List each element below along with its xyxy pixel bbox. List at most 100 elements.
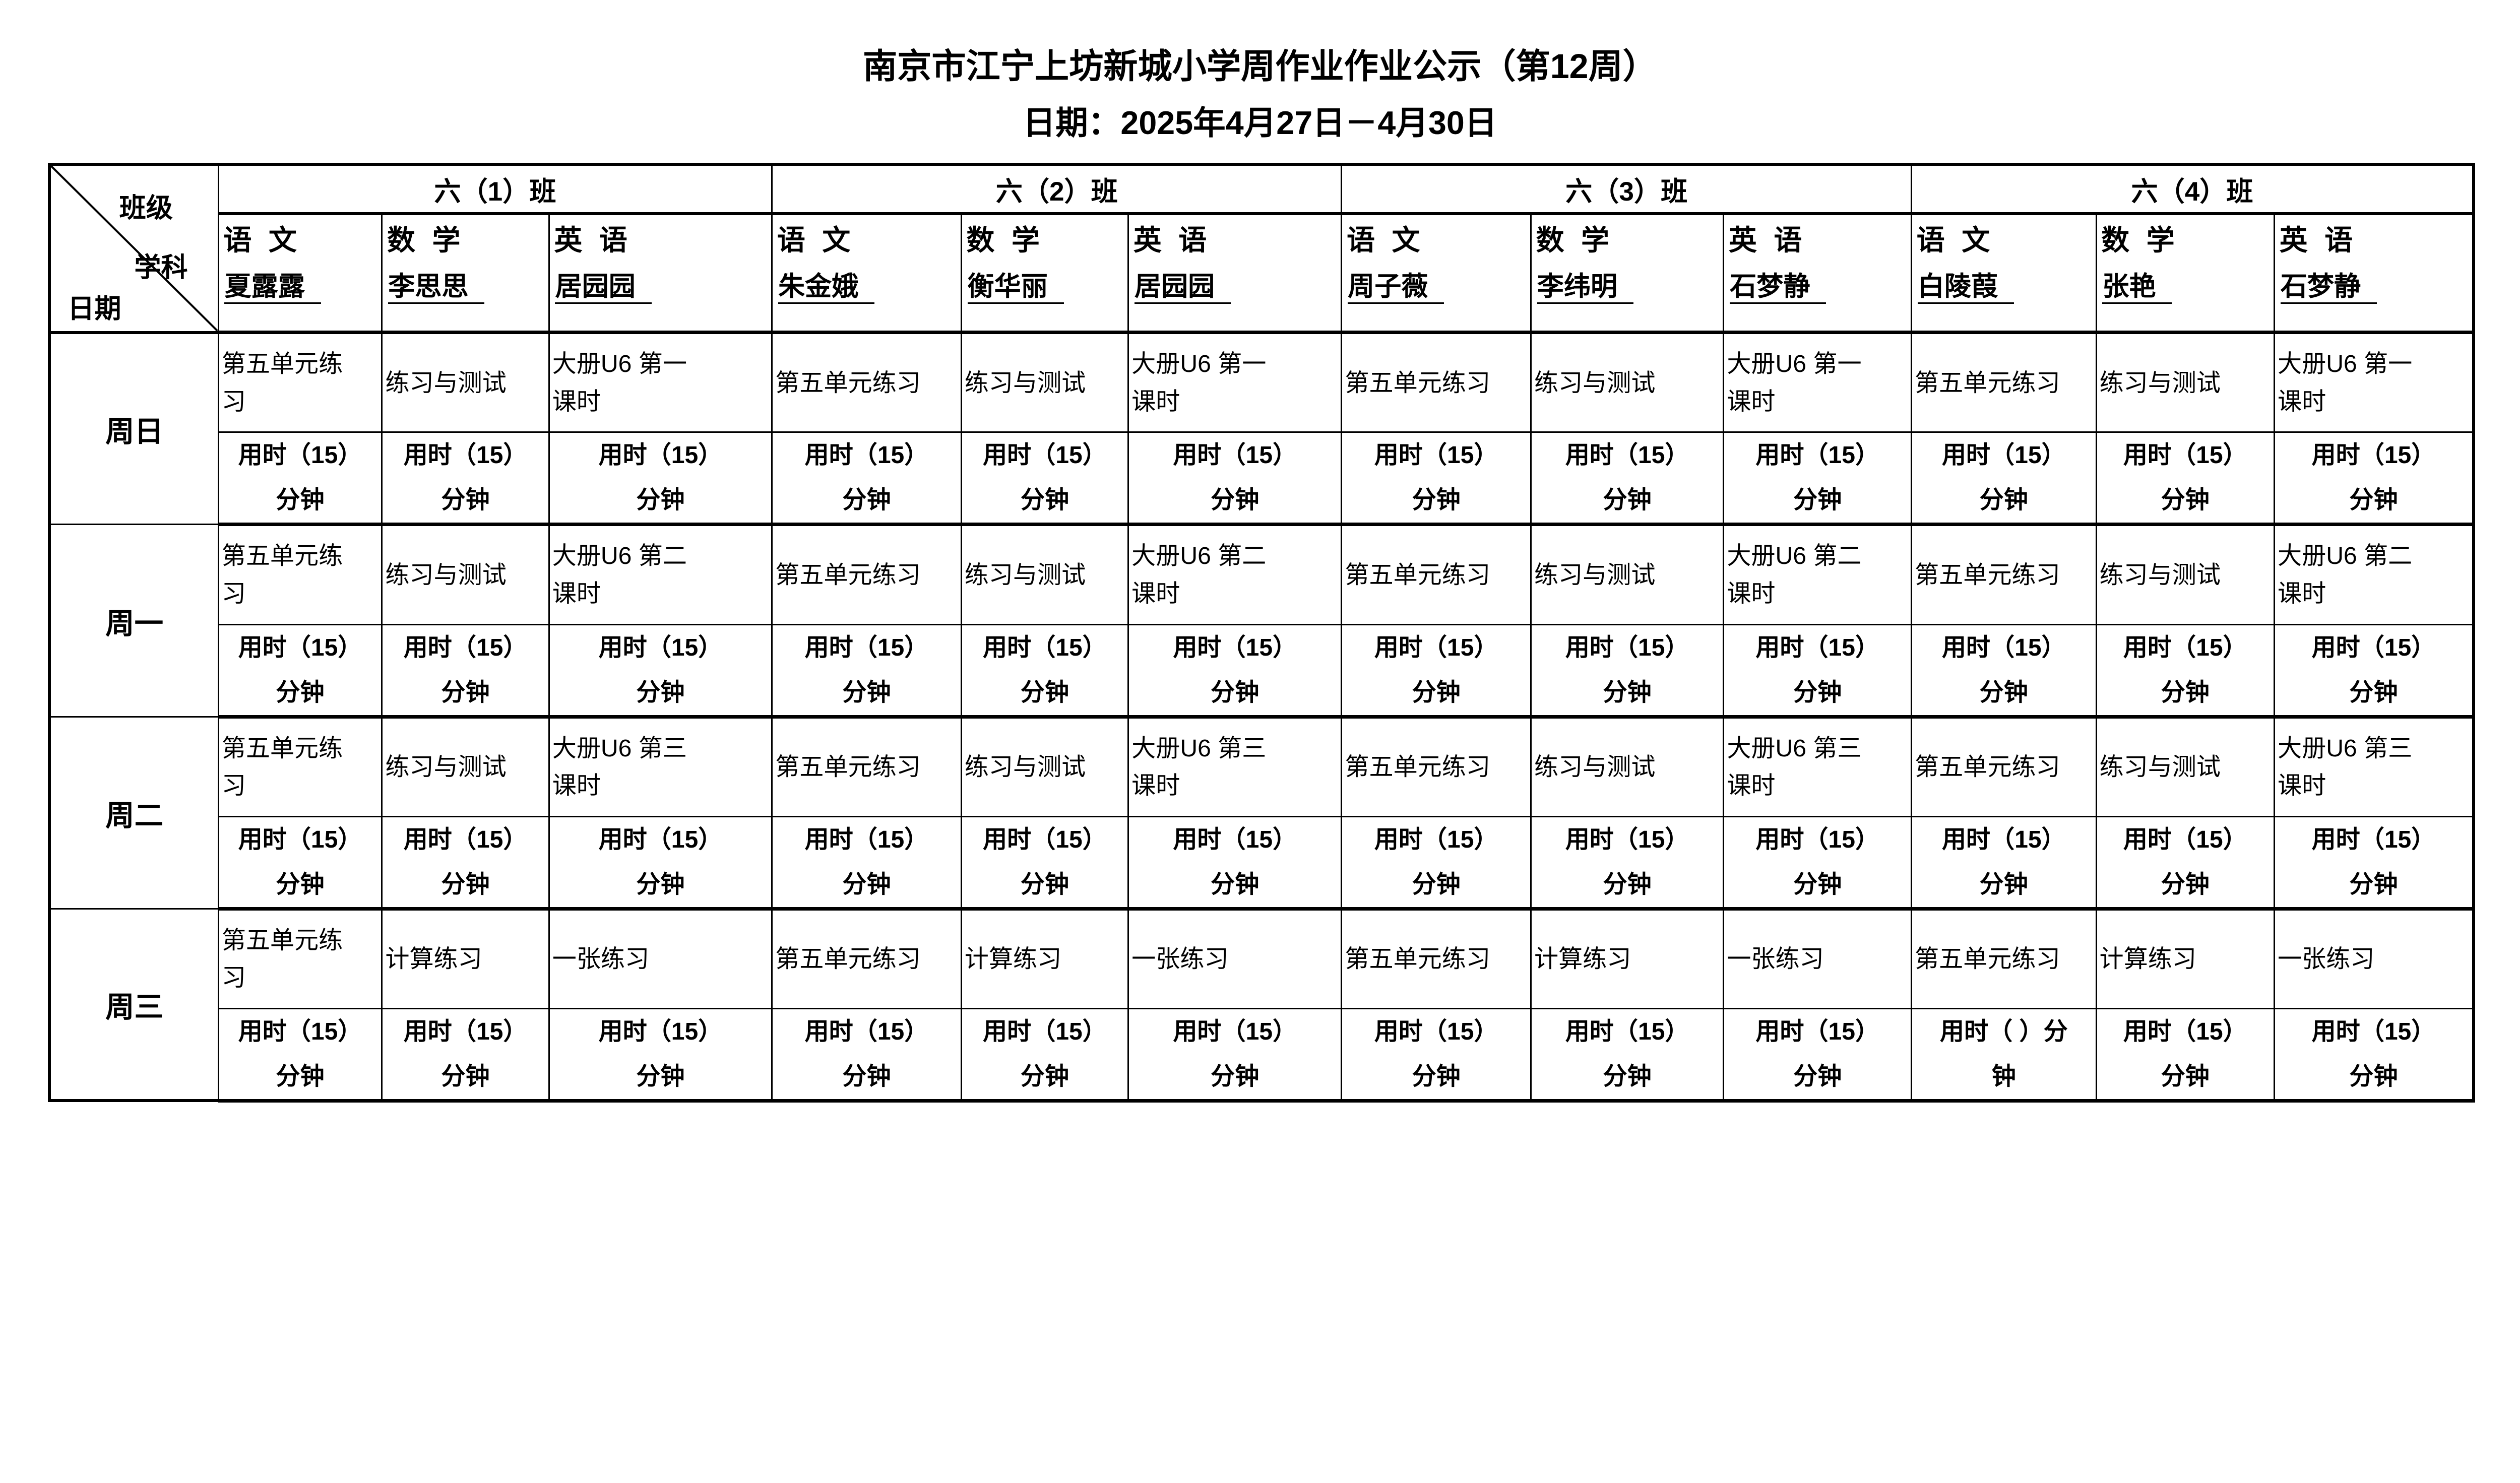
- homework-cell: 一张练习: [1723, 908, 1913, 1009]
- subject-label: 英 语: [554, 224, 627, 256]
- subject-label: 语 文: [223, 224, 297, 256]
- homework-cell: 计算练习: [381, 908, 550, 1009]
- class-header-3: 六（3）班: [1341, 163, 1913, 216]
- teacher-name: 周子薇: [1343, 273, 1530, 304]
- homework-row: 周二 第五单元练 习练习与测试 大册U6 第三 课时 第五单元练习 练习与测试 大册U6 …: [48, 716, 2475, 910]
- homework-cell: 第五单元练 习: [217, 332, 383, 433]
- time-cell: 用时（15） 分钟: [771, 1007, 962, 1103]
- time-cell: 用时（15） 分钟: [1723, 623, 1913, 719]
- subject-header: 数 学衡华丽: [960, 213, 1129, 335]
- homework-cell: 练习与测试: [381, 524, 550, 625]
- corner-label-class: 班级: [119, 193, 173, 223]
- subject-label: 英 语: [1728, 224, 1802, 256]
- homework-cell: 计算练习: [960, 908, 1129, 1009]
- time-cell: 用时（15） 分钟: [1530, 623, 1725, 719]
- teacher-name: 张艳: [2098, 273, 2273, 304]
- subject-header: 英 语居园园: [1127, 213, 1343, 335]
- teacher-name: 夏露露: [220, 273, 381, 304]
- subject-header: 语 文周子薇: [1341, 213, 1532, 335]
- time-cell: 用时（15） 分钟: [2095, 1007, 2275, 1103]
- corner-label-subject: 学科: [134, 252, 188, 283]
- homework-cell: 大册U6 第二 课时: [1723, 524, 1913, 625]
- teacher-name: 居园园: [550, 273, 770, 304]
- subject-label: 语 文: [777, 224, 851, 256]
- homework-cell: 第五单元练习: [1341, 332, 1532, 433]
- time-cell: 用时（15） 分钟: [1911, 431, 2097, 527]
- homework-cell: 计算练习: [2095, 908, 2275, 1009]
- time-row: 用时（15） 分钟 用时（15） 分钟 用时（15） 分钟 用时（15） 分钟 用时（1…: [49, 1007, 2475, 1103]
- time-cell: 用时（15） 分钟: [960, 1007, 1129, 1103]
- time-cell: 用时（15） 分钟: [771, 623, 962, 719]
- homework-cell: 第五单元练习: [1911, 332, 2097, 433]
- teacher-name: 居园园: [1130, 273, 1340, 304]
- subject-header: 英 语居园园: [548, 213, 773, 335]
- subject-label: 数 学: [2101, 224, 2175, 256]
- time-cell: 用时（15） 分钟: [2273, 431, 2475, 527]
- subject-label: 英 语: [1133, 224, 1207, 256]
- homework-cell: 第五单元练 习: [217, 524, 383, 625]
- homework-cell: 第五单元练习: [771, 524, 962, 625]
- time-cell: 用时（15） 分钟: [217, 623, 383, 719]
- homework-table: 班级 学科 日期 六（1）班 六（2）班 六（3）班 六（4）班 语 文夏露露 …: [48, 163, 2475, 1103]
- homework-row: 周三 第五单元练 习计算练习 一张练习 第五单元练习 计算练习 一张练习 第五单元练习 计算练…: [48, 908, 2475, 1102]
- time-cell: 用时（15） 分钟: [771, 431, 962, 527]
- teacher-name: 石梦静: [1725, 273, 1910, 304]
- day-label: 周二: [48, 716, 219, 910]
- time-cell: 用时（15） 分钟: [381, 1007, 550, 1103]
- homework-cell: 练习与测试: [960, 716, 1129, 817]
- page-title: 南京市江宁上坊新城小学周作业作业公示（第12周）: [863, 47, 1657, 86]
- date-line: 日期：2025年4月27日－4月30日: [1023, 105, 1497, 142]
- day-label: 周一: [48, 524, 219, 718]
- homework-cell: 大册U6 第二 课时: [2273, 524, 2475, 625]
- time-cell: 用时（15） 分钟: [1723, 431, 1913, 527]
- time-cell: 用时（15） 分钟: [548, 623, 773, 719]
- time-cell: 用时（15） 分钟: [2273, 1007, 2475, 1103]
- homework-row: 周一 第五单元练 习练习与测试 大册U6 第二 课时 第五单元练习 练习与测试 大册U6 …: [48, 524, 2475, 718]
- class-header-row: 班级 学科 日期 六（1）班 六（2）班 六（3）班 六（4）班: [48, 163, 2475, 334]
- teacher-name: 李纬明: [1532, 273, 1722, 304]
- time-cell: 用时（15） 分钟: [960, 623, 1129, 719]
- homework-cell: 练习与测试: [2095, 524, 2275, 625]
- time-cell: 用时（15） 分钟: [960, 431, 1129, 527]
- time-cell: 用时（15） 分钟: [548, 1007, 773, 1103]
- homework-cell: 第五单元练习: [1911, 908, 2097, 1009]
- subject-label: 数 学: [966, 224, 1040, 256]
- table-body: 周日 第五单元练 习练习与测试 大册U6 第一 课时 第五单元练习 练习与测试 大册U6 …: [48, 332, 2475, 1103]
- time-cell: 用时（15） 分钟: [1530, 431, 1725, 527]
- class-header-1: 六（1）班: [217, 163, 773, 216]
- time-cell: 用时（15） 分钟: [1530, 1007, 1725, 1103]
- homework-cell: 第五单元练习: [771, 908, 962, 1009]
- subject-label: 英 语: [2279, 224, 2353, 256]
- day-label: 周三: [48, 908, 219, 1102]
- time-cell: 用时（15） 分钟: [217, 431, 383, 527]
- homework-cell: 第五单元练 习: [217, 716, 383, 817]
- day-label: 周日: [48, 332, 219, 526]
- homework-cell: 一张练习: [2273, 908, 2475, 1009]
- homework-cell: 大册U6 第三 课时: [1723, 716, 1913, 817]
- time-cell: 用时（15） 分钟: [381, 623, 550, 719]
- subject-header: 数 学李思思: [381, 213, 550, 335]
- homework-cell: 大册U6 第二 课时: [1127, 524, 1343, 625]
- homework-cell: 大册U6 第三 课时: [1127, 716, 1343, 817]
- teacher-name: 石梦静: [2276, 273, 2472, 304]
- time-cell: 用时（ ）分 钟: [1911, 1007, 2097, 1103]
- homework-cell: 练习与测试: [1530, 332, 1725, 433]
- time-cell: 用时（15） 分钟: [381, 431, 550, 527]
- homework-cell: 练习与测试: [381, 716, 550, 817]
- subject-label: 语 文: [1346, 224, 1420, 256]
- corner-label-date: 日期: [68, 294, 121, 324]
- homework-cell: 第五单元练习: [1341, 716, 1532, 817]
- time-cell: 用时（15） 分钟: [2095, 623, 2275, 719]
- homework-cell: 大册U6 第三 课时: [2273, 716, 2475, 817]
- subject-label: 语 文: [1916, 224, 1990, 256]
- homework-cell: 第五单元练习: [1341, 524, 1532, 625]
- homework-cell: 第五单元练习: [771, 332, 962, 433]
- homework-cell: 第五单元练习: [771, 716, 962, 817]
- homework-cell: 大册U6 第一 课时: [548, 332, 773, 433]
- homework-cell: 练习与测试: [1530, 716, 1725, 817]
- homework-cell: 大册U6 第二 课时: [548, 524, 773, 625]
- homework-cell: 练习与测试: [381, 332, 550, 433]
- subject-header: 英 语石梦静: [1723, 213, 1913, 335]
- homework-cell: 练习与测试: [2095, 332, 2275, 433]
- homework-cell: 练习与测试: [960, 524, 1129, 625]
